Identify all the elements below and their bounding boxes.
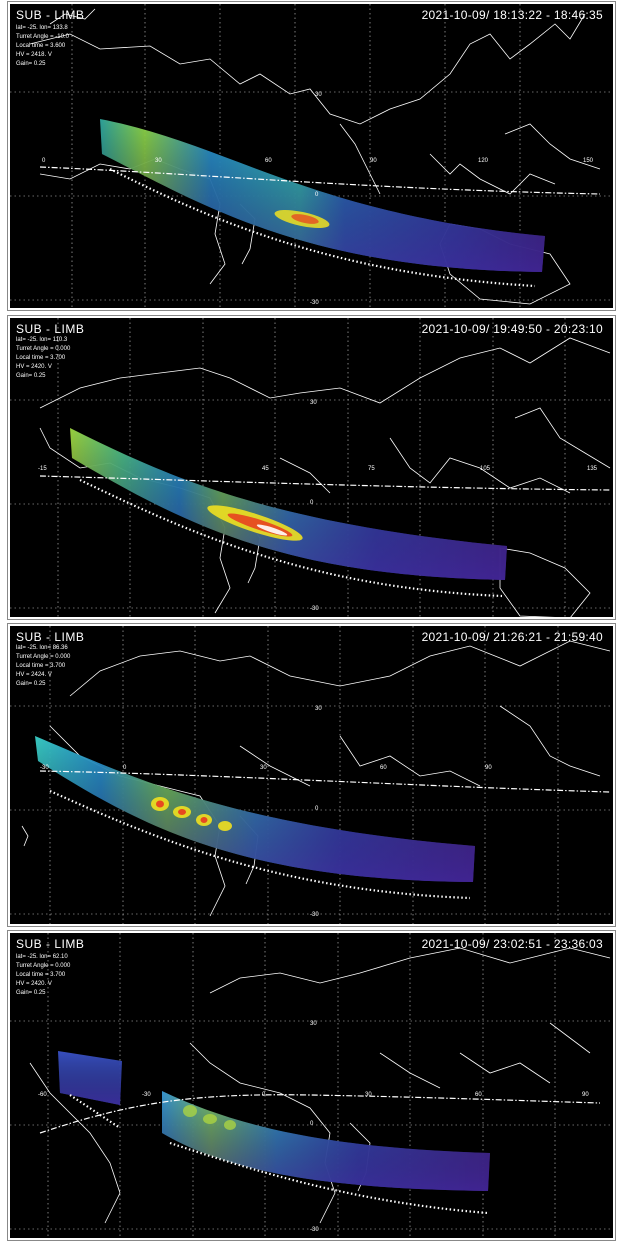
subsatellite-track <box>169 1141 489 1215</box>
lon-label: 120 <box>478 158 489 164</box>
lon-label: 30 <box>155 158 162 164</box>
gain: Gain= 0.25 <box>16 990 46 996</box>
coastlines <box>29 947 611 1224</box>
local-time: Local time = 3.700 <box>16 355 66 361</box>
lon-label: 90 <box>485 765 492 771</box>
graticule <box>10 626 613 924</box>
subsatellite-track <box>109 168 536 288</box>
geomagnetic-equator <box>39 475 611 491</box>
data-swath <box>35 736 475 882</box>
high-voltage: HV = 2418. V <box>16 52 52 58</box>
data-swath <box>100 119 545 272</box>
lon-label: 75 <box>368 466 375 472</box>
subsatellite-track <box>49 789 471 900</box>
lon-label: 150 <box>583 158 594 164</box>
graticule <box>10 318 613 617</box>
turret-angle: Turret Angle = 0.000 <box>16 963 71 969</box>
lat-lon: lat= -25. lon= 86.36 <box>16 645 68 651</box>
lon-label: 90 <box>582 1092 589 1098</box>
map-panel-3: -30 0 30 60 90 30 0 -30 <box>10 626 613 924</box>
lat-label: -30 <box>310 606 319 612</box>
data-swath <box>58 1051 490 1191</box>
lat-lon: lat= -25. lon= 62.10 <box>16 954 68 960</box>
lat-label: -30 <box>310 912 319 918</box>
lat-label: -30 <box>310 1227 319 1233</box>
local-time: Local time = 3.600 <box>16 43 66 49</box>
lat-label: 0 <box>315 806 319 812</box>
map-panel-4: -60 -30 0 30 60 90 30 0 -30 <box>10 933 613 1238</box>
observation-meta: lat= -25. lon= 110.3 Turret Angle = 0.00… <box>16 336 70 381</box>
lon-label: 90 <box>370 158 377 164</box>
high-voltage: HV = 2420. V <box>16 364 52 370</box>
lat-lon: lat= -25. lon= 110.3 <box>16 337 68 343</box>
geomagnetic-equator <box>39 770 611 793</box>
gain: Gain= 0.25 <box>16 61 46 67</box>
lon-label: 30 <box>260 765 267 771</box>
observation-meta: lat= -25. lon= 133.8 Turret Angle = -10.… <box>16 24 69 69</box>
local-time: Local time = 3.700 <box>16 972 66 978</box>
lon-label: 45 <box>262 466 269 472</box>
gain: Gain= 0.25 <box>16 681 46 687</box>
lat-label: 0 <box>310 500 314 506</box>
turret-angle: Turret Angle = 0.000 <box>16 346 71 352</box>
high-voltage: HV = 2420. V <box>16 981 52 987</box>
observation-meta: lat= -25. lon= 62.10 Turret Angle = 0.00… <box>16 953 70 998</box>
panel-1: 0 30 60 90 120 150 30 0 -30 SUB - LIMB 2… <box>7 1 616 311</box>
time-range: 2021-10-09/ 23:02:51 - 23:36:03 <box>421 937 603 951</box>
geomagnetic-equator <box>39 166 601 195</box>
lon-label: 60 <box>475 1092 482 1098</box>
time-range: 2021-10-09/ 21:26:21 - 21:59:40 <box>421 630 603 644</box>
lon-label: 60 <box>265 158 272 164</box>
turret-angle: Turret Angle = 0.000 <box>16 654 71 660</box>
map-panel-2: -15 45 75 105 135 30 0 -30 <box>10 318 613 617</box>
geomagnetic-equator <box>39 1094 601 1134</box>
lat-label: 30 <box>310 1021 317 1027</box>
gain: Gain= 0.25 <box>16 373 46 379</box>
turret-angle: Turret Angle = -10.0 <box>16 34 69 40</box>
lat-label: -30 <box>310 300 319 306</box>
panel-2: -15 45 75 105 135 30 0 -30 SUB - LIMB 20… <box>7 315 616 620</box>
lon-label: 105 <box>480 466 491 472</box>
lon-label: 0 <box>123 765 127 771</box>
time-range: 2021-10-09/ 19:49:50 - 20:23:10 <box>421 322 603 336</box>
lat-label: 30 <box>310 400 317 406</box>
lon-label: -15 <box>38 466 47 472</box>
map-panel-1: 0 30 60 90 120 150 30 0 -30 <box>10 4 613 308</box>
lat-lon: lat= -25. lon= 133.8 <box>16 25 68 31</box>
lon-label: 0 <box>42 158 46 164</box>
high-voltage: HV = 2424. V <box>16 672 52 678</box>
instrument-mode: SUB - LIMB <box>16 630 85 644</box>
local-time: Local time = 3.700 <box>16 663 66 669</box>
lat-label: 30 <box>315 706 322 712</box>
lon-label: 135 <box>587 466 598 472</box>
time-range: 2021-10-09/ 18:13:22 - 18:46:35 <box>421 8 603 22</box>
lon-label: -30 <box>40 765 49 771</box>
lat-label: 30 <box>315 92 322 98</box>
data-swath <box>70 428 507 580</box>
instrument-mode: SUB - LIMB <box>16 8 85 22</box>
lon-label: -60 <box>38 1092 47 1098</box>
lon-label: 0 <box>262 1092 266 1098</box>
panel-3: -30 0 30 60 90 30 0 -30 SUB - LIMB 2021-… <box>7 623 616 927</box>
instrument-mode: SUB - LIMB <box>16 322 85 336</box>
lon-label: -30 <box>142 1092 151 1098</box>
lat-label: 0 <box>315 192 319 198</box>
lon-label: 30 <box>365 1092 372 1098</box>
panel-4: -60 -30 0 30 60 90 30 0 -30 SUB - LIMB 2… <box>7 930 616 1241</box>
lon-label: 60 <box>380 765 387 771</box>
lat-label: 0 <box>310 1121 314 1127</box>
observation-meta: lat= -25. lon= 86.36 Turret Angle = 0.00… <box>16 644 70 689</box>
instrument-mode: SUB - LIMB <box>16 937 85 951</box>
